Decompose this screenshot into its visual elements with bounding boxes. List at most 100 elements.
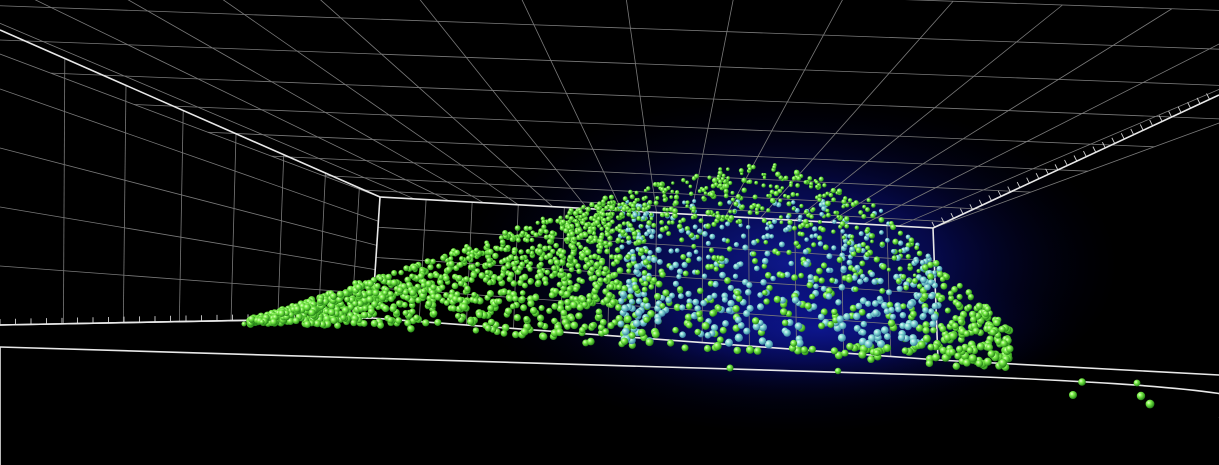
- particle: [747, 210, 753, 216]
- particle: [858, 308, 866, 316]
- particle: [396, 286, 404, 294]
- particle: [766, 284, 773, 292]
- particle: [756, 303, 765, 311]
- particle: [472, 327, 480, 334]
- particle: [512, 330, 520, 339]
- particle: [602, 217, 607, 223]
- particle: [897, 240, 904, 246]
- particle: [323, 320, 332, 328]
- particle: [771, 218, 778, 225]
- particle: [701, 273, 708, 279]
- stray-particle: [834, 367, 842, 375]
- particle: [496, 298, 503, 305]
- particle: [673, 194, 680, 200]
- particle: [430, 258, 436, 265]
- particle: [853, 324, 861, 332]
- particle: [537, 248, 543, 255]
- particle: [770, 275, 776, 282]
- particle: [643, 316, 650, 323]
- particle: [371, 300, 379, 308]
- particle: [692, 224, 698, 230]
- particle: [913, 258, 920, 264]
- particle: [865, 300, 872, 307]
- ceiling-grid-line: [361, 189, 950, 223]
- particle: [499, 239, 506, 245]
- particle: [754, 207, 759, 212]
- ceiling-grid-line: [207, 131, 1088, 172]
- particle: [769, 197, 776, 204]
- particle: [630, 255, 637, 262]
- particle: [362, 305, 369, 312]
- particle: [751, 257, 759, 265]
- particle: [877, 277, 884, 285]
- particle: [694, 305, 701, 312]
- particle: [761, 183, 766, 188]
- particle: [853, 200, 859, 206]
- particle: [751, 239, 757, 246]
- particle: [605, 226, 611, 232]
- particle: [826, 253, 833, 260]
- particle: [836, 214, 841, 219]
- particle: [583, 256, 590, 263]
- particle: [681, 261, 688, 268]
- particle: [512, 265, 518, 272]
- particle: [728, 209, 733, 214]
- particle: [632, 284, 640, 292]
- particle: [582, 232, 589, 238]
- particle: [897, 266, 903, 272]
- particle: [330, 292, 337, 300]
- particle: [798, 214, 803, 220]
- particle: [492, 252, 499, 260]
- particle: [676, 273, 682, 280]
- particle: [670, 189, 675, 194]
- particle: [366, 295, 374, 304]
- particle: [617, 320, 625, 327]
- particle: [786, 319, 794, 327]
- particle: [868, 233, 875, 239]
- particle: [836, 315, 844, 323]
- particle: [627, 293, 634, 301]
- particle: [762, 289, 768, 296]
- particle: [691, 209, 696, 214]
- particle: [567, 210, 572, 216]
- particle: [734, 289, 741, 297]
- particle: [367, 307, 375, 315]
- particle: [836, 256, 843, 263]
- particle: [537, 272, 544, 279]
- particle: [682, 270, 689, 277]
- particle: [989, 328, 997, 336]
- particle: [690, 215, 695, 220]
- particle: [551, 317, 558, 325]
- particle: [999, 326, 1006, 333]
- particle: [721, 237, 727, 243]
- particle: [620, 337, 629, 346]
- particle: [469, 264, 476, 270]
- particle: [720, 177, 725, 181]
- stray-particle: [1136, 391, 1146, 401]
- particle: [727, 200, 732, 205]
- particle: [624, 315, 632, 323]
- particle: [361, 311, 369, 319]
- particle: [564, 214, 570, 220]
- particle: [487, 248, 494, 255]
- particle: [651, 330, 660, 339]
- particle: [757, 292, 764, 298]
- particle: [753, 347, 762, 355]
- particle: [602, 277, 609, 283]
- particle: [440, 254, 447, 262]
- particle: [448, 256, 454, 262]
- particle: [931, 353, 940, 362]
- particle: [607, 241, 613, 247]
- particle: [944, 307, 951, 314]
- particle: [544, 269, 550, 275]
- particle: [692, 298, 700, 306]
- particle: [532, 293, 540, 302]
- particle: [659, 212, 665, 218]
- particle: [879, 241, 885, 247]
- particle: [672, 326, 679, 334]
- particle: [740, 204, 745, 209]
- particle: [520, 304, 528, 312]
- particle: [292, 317, 300, 325]
- particle: [606, 222, 612, 228]
